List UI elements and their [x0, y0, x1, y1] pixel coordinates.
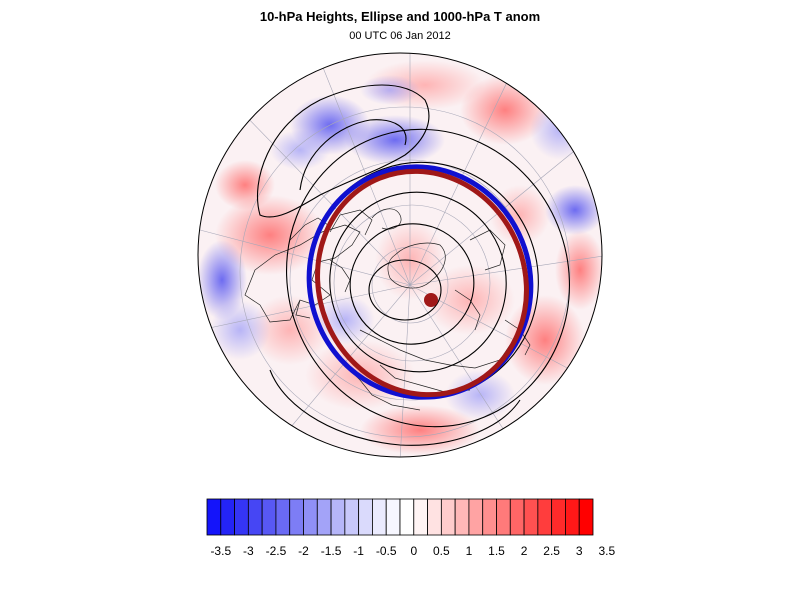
colorbar-tick-label: 3 — [576, 544, 583, 558]
chart-subtitle: 00 UTC 06 Jan 2012 — [349, 30, 451, 42]
colorbar-tick-label: 0 — [410, 544, 417, 558]
colorbar-boxes — [206, 498, 594, 536]
colorbar-box — [344, 498, 360, 536]
vortex-ellipses — [306, 164, 534, 400]
colorbar-box — [440, 498, 456, 536]
colorbar-box — [206, 498, 222, 536]
colorbar-tick-labels: -3.5 -3 -2.5 -2 -1.5 -1 -0.5 0 0.5 1 1.5 2 2.5 3 3.5 — [210, 544, 615, 558]
colorbar-box — [275, 498, 291, 536]
colorbar-box — [468, 498, 484, 536]
colorbar-box — [247, 498, 263, 536]
colorbar-box — [372, 498, 387, 536]
colorbar-box — [482, 498, 497, 536]
colorbar-box — [578, 498, 594, 536]
colorbar-box — [303, 498, 318, 536]
temperature-anomaly-field — [198, 53, 602, 457]
colorbar-tick-label: -0.5 — [376, 544, 397, 558]
colorbar-box — [358, 498, 373, 536]
colorbar-tick-label: 0.5 — [433, 544, 450, 558]
colorbar-box — [509, 498, 525, 536]
colorbar-tick-label: -1 — [353, 544, 364, 558]
map-border — [197, 52, 603, 458]
colorbar-box — [316, 498, 332, 536]
colorbar-tick-label: 1 — [466, 544, 473, 558]
colorbar-box — [399, 498, 415, 536]
polar-map — [197, 52, 603, 458]
colorbar-tick-label: -2 — [298, 544, 309, 558]
colorbar-box — [330, 498, 346, 536]
colorbar-box — [496, 498, 511, 536]
vortex-center-marker — [424, 293, 438, 307]
colorbar-box — [385, 498, 401, 536]
colorbar-tick-label: -2.5 — [266, 544, 287, 558]
colorbar-box — [565, 498, 580, 536]
colorbar-box — [220, 498, 235, 536]
colorbar-tick-label: 3.5 — [598, 544, 615, 558]
height-contours — [256, 84, 570, 446]
chart-title: 10-hPa Heights, Ellipse and 1000-hPa T a… — [259, 9, 541, 24]
colorbar-box — [537, 498, 553, 536]
colorbar-box — [261, 498, 277, 536]
colorbar-box — [427, 498, 442, 536]
colorbar-box — [523, 498, 539, 536]
colorbar-box — [413, 498, 428, 536]
ellipse-red — [315, 168, 529, 398]
graticule — [199, 53, 602, 457]
colorbar-box — [551, 498, 566, 536]
colorbar-box — [289, 498, 304, 536]
colorbar-tick-label: 2 — [521, 544, 528, 558]
colorbar-box — [454, 498, 470, 536]
colorbar-tick-label: 1.5 — [488, 544, 505, 558]
colorbar-tick-label: -3 — [243, 544, 254, 558]
colorbar-tick-label: -3.5 — [210, 544, 231, 558]
colorbar-tick-label: 2.5 — [543, 544, 560, 558]
colorbar-tick-label: -1.5 — [321, 544, 342, 558]
colorbar-box — [234, 498, 249, 536]
